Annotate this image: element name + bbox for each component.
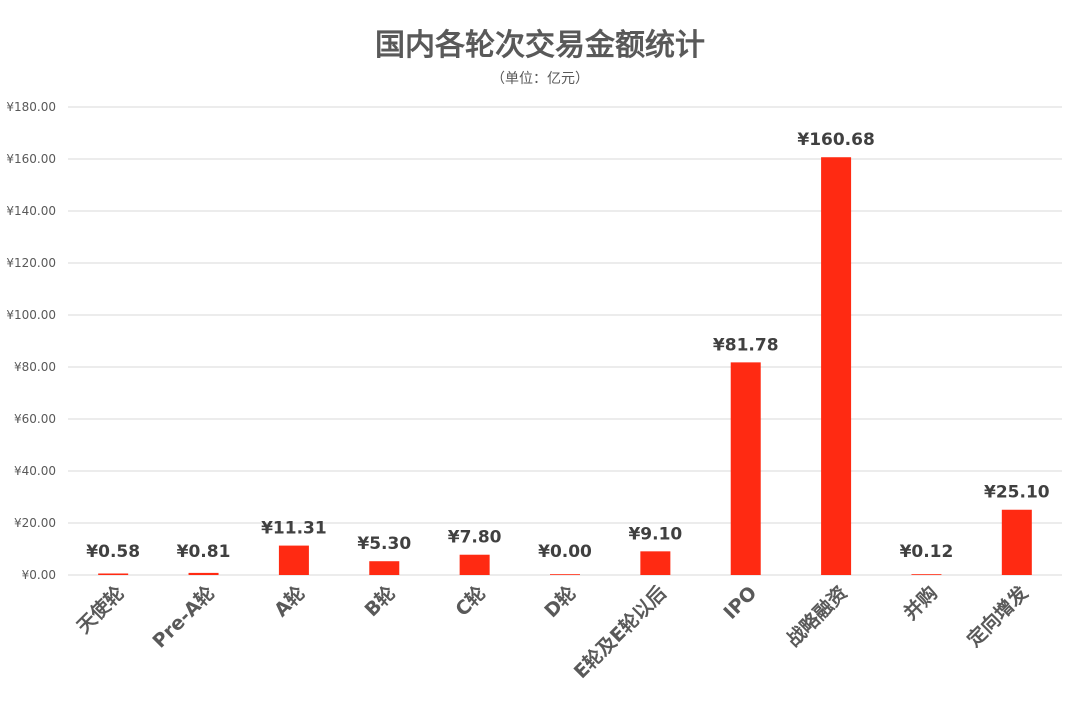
x-tick-label: 战略融资 [782, 581, 852, 651]
x-tick-label: C轮 [451, 581, 491, 621]
data-label: ¥0.00 [538, 542, 592, 562]
bar [369, 561, 400, 575]
y-tick-label: ¥180.00 [6, 100, 56, 114]
data-label: ¥81.78 [713, 335, 779, 355]
x-tick-label: Pre-A轮 [148, 581, 219, 652]
x-tick-label: 定向增发 [962, 581, 1033, 652]
data-label: ¥0.12 [900, 542, 954, 562]
y-tick-label: ¥40.00 [14, 464, 56, 478]
bar [278, 545, 309, 575]
bar [1001, 509, 1032, 575]
bar [188, 572, 219, 575]
data-label: ¥0.58 [86, 542, 140, 562]
bar [459, 554, 490, 575]
data-label: ¥7.80 [448, 528, 502, 548]
data-label: ¥160.68 [797, 130, 874, 150]
y-tick-label: ¥160.00 [6, 152, 56, 166]
bar [640, 551, 671, 575]
bar [550, 574, 580, 575]
x-tick-label: D轮 [540, 581, 581, 622]
bar [911, 574, 942, 575]
x-tick-label: B轮 [360, 581, 400, 621]
y-tick-label: ¥80.00 [14, 360, 56, 374]
y-tick-label: ¥60.00 [14, 412, 56, 426]
y-tick-label: ¥100.00 [6, 308, 56, 322]
y-tick-label: ¥140.00 [6, 204, 56, 218]
y-tick-label: ¥120.00 [6, 256, 56, 270]
x-tick-label: A轮 [269, 581, 309, 621]
data-label: ¥9.10 [628, 524, 682, 544]
data-label: ¥25.10 [984, 483, 1050, 503]
x-tick-label: IPO [719, 582, 761, 624]
data-label: ¥5.30 [357, 534, 411, 554]
data-label: ¥11.31 [261, 519, 327, 539]
chart-subtitle: （单位：亿元） [491, 71, 589, 87]
y-tick-label: ¥0.00 [22, 568, 56, 582]
bar [821, 157, 852, 575]
bar [98, 573, 129, 575]
y-tick-label: ¥20.00 [14, 516, 56, 530]
x-tick-label: E轮及E轮以后 [569, 581, 671, 683]
x-tick-label: 天使轮 [72, 581, 129, 638]
bar [730, 362, 761, 575]
data-label: ¥0.81 [177, 542, 231, 562]
chart-title: 国内各轮次交易金额统计 [375, 28, 705, 63]
x-tick-label: 并购 [899, 581, 942, 624]
